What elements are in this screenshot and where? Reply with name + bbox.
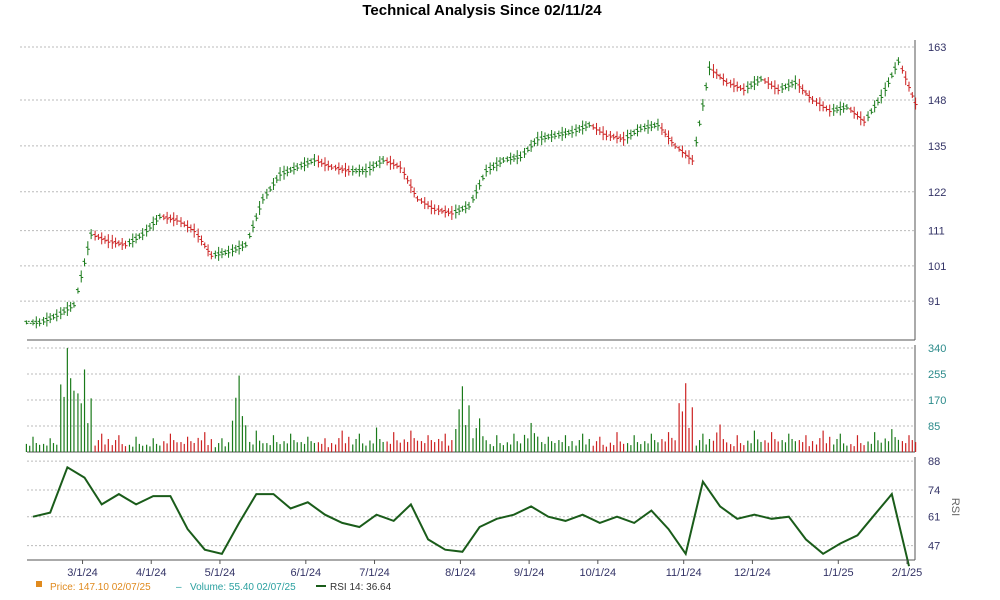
x-tick-label: 10/1/24 bbox=[579, 567, 616, 579]
price-tick-label: 163 bbox=[928, 42, 946, 54]
price-tick-label: 135 bbox=[928, 141, 946, 153]
rsi-line-group bbox=[32, 465, 910, 567]
price-tick-label: 148 bbox=[928, 95, 946, 107]
rsi-line bbox=[32, 465, 910, 567]
price-tick-label: 91 bbox=[928, 296, 940, 308]
rsi-tick-label: 74 bbox=[928, 485, 940, 497]
price-axis: 91 101 111 122 135 148 163 bbox=[928, 42, 946, 308]
volume-tick-label: 255 bbox=[928, 369, 946, 381]
panel-frames bbox=[27, 40, 916, 561]
x-tick-label: 5/1/24 bbox=[205, 567, 236, 579]
price-bars bbox=[24, 57, 918, 329]
volume-tick-label: 170 bbox=[928, 395, 946, 407]
x-tick-label: 1/1/25 bbox=[823, 567, 854, 579]
x-tick-label: 2/1/25 bbox=[892, 567, 923, 579]
price-tick-label: 101 bbox=[928, 261, 946, 273]
rsi-tick-label: 61 bbox=[928, 512, 940, 524]
x-tick-label: 4/1/24 bbox=[136, 567, 167, 579]
x-tick-label: 8/1/24 bbox=[445, 567, 476, 579]
rsi-axis-label: RSI bbox=[949, 498, 961, 516]
rsi-tick-label: 88 bbox=[928, 456, 940, 468]
price-legend-swatch bbox=[36, 581, 42, 587]
volume-bars bbox=[25, 348, 917, 452]
x-tick-label: 12/1/24 bbox=[734, 567, 771, 579]
volume-tick-label: 340 bbox=[928, 343, 946, 355]
rsi-axis: 47 61 74 88 bbox=[928, 456, 940, 552]
volume-axis: 85 170 255 340 bbox=[928, 343, 946, 433]
chart-title: Technical Analysis Since 02/11/24 bbox=[362, 2, 602, 19]
volume-legend: Volume: 55.40 02/07/25 bbox=[190, 582, 296, 593]
rsi-tick-label: 47 bbox=[928, 541, 940, 553]
price-legend: Price: 147.10 02/07/25 bbox=[50, 582, 151, 593]
legend: Price: 147.10 02/07/25 – Volume: 55.40 0… bbox=[36, 581, 392, 593]
x-tick-label: 11/1/24 bbox=[666, 567, 702, 579]
price-tick-label: 122 bbox=[928, 187, 946, 199]
x-tick-label: 6/1/24 bbox=[291, 567, 322, 579]
rsi-legend: RSI 14: 36.64 bbox=[330, 582, 392, 593]
volume-tick-label: 85 bbox=[928, 421, 940, 433]
volume-legend-dash: – bbox=[176, 582, 182, 593]
gridlines bbox=[20, 46, 915, 547]
x-tick-label: 3/1/24 bbox=[67, 567, 98, 579]
price-tick-label: 111 bbox=[928, 226, 945, 238]
x-axis: 3/1/24 4/1/24 5/1/24 6/1/24 7/1/24 8/1/24 9/1/… bbox=[67, 560, 922, 579]
x-tick-label: 7/1/24 bbox=[359, 567, 390, 579]
x-tick-label: 9/1/24 bbox=[514, 567, 545, 579]
